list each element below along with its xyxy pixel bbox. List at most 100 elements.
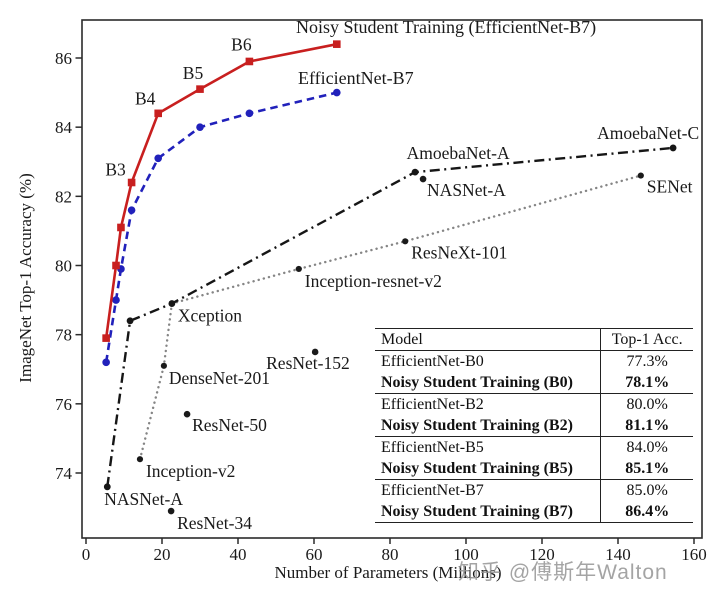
data-point-marker [127, 178, 136, 187]
scatter-point-label: ResNet-50 [192, 415, 267, 435]
data-point-label: AmoebaNet-C [597, 123, 699, 143]
scatter-point-label: NASNet-A [427, 180, 506, 200]
table-header-model: Model [381, 331, 423, 348]
data-point-marker [127, 206, 136, 214]
y-tick-label: 80 [55, 256, 72, 275]
x-tick-label: 0 [82, 545, 91, 564]
data-point-marker [245, 57, 254, 66]
data-point-marker [333, 88, 341, 97]
data-point-marker [102, 358, 110, 367]
data-point-label: B5 [183, 63, 204, 83]
data-point-marker [154, 154, 162, 163]
results-table: Model Top-1 Acc. EfficientNet-B0 77.3% Noi… [375, 328, 693, 523]
y-tick-label: 76 [55, 395, 72, 414]
data-point-label: NASNet-A [104, 489, 183, 509]
x-tick-label: 160 [681, 545, 707, 564]
x-axis-title: Number of Parameters (Millions) [274, 563, 501, 582]
table-header-acc: Top-1 Acc. [600, 328, 693, 351]
table-cell-acc: 77.3% [600, 350, 693, 372]
table-cell-acc: 85.1% [600, 458, 693, 480]
data-point-label: AmoebaNet-A [407, 143, 510, 163]
x-tick-label: 120 [529, 545, 555, 564]
series-line-dashed [104, 91, 338, 363]
data-point-marker [102, 334, 110, 342]
scatter-point-label: ResNet-152 [266, 353, 350, 373]
data-point-marker [112, 261, 120, 270]
table-cell-model: EfficientNet-B7 [381, 482, 484, 499]
series-line-dotted [138, 174, 642, 461]
y-tick-label: 74 [55, 464, 73, 483]
table-header: Model Top-1 Acc. [375, 328, 693, 351]
data-point-label: B6 [231, 34, 252, 54]
scatter-point [311, 348, 319, 356]
x-tick-label: 40 [230, 545, 247, 564]
table-row: EfficientNet-B5 84.0% [375, 436, 693, 458]
y-tick-label: 82 [55, 187, 72, 206]
top1-accuracy-table: Model Top-1 Acc. EfficientNet-B0 77.3% Noi… [375, 328, 693, 523]
data-point-marker [112, 296, 120, 304]
data-point-label: B4 [135, 88, 156, 108]
data-point-marker [295, 265, 302, 273]
data-point-marker [126, 317, 134, 325]
scatter-point [419, 175, 427, 183]
data-point-marker [154, 109, 162, 118]
data-point-marker [402, 238, 409, 245]
y-tick-label: 86 [55, 49, 72, 68]
data-point-label: B3 [105, 159, 126, 179]
data-point-marker [168, 300, 176, 307]
table-row: Noisy Student Training (B0) 78.1% [375, 372, 693, 394]
table-body: EfficientNet-B0 77.3% Noisy Student Traini… [375, 350, 693, 523]
table-cell-acc: 80.0% [600, 393, 693, 415]
table-cell-acc: 85.0% [600, 479, 693, 501]
series-annotation: Noisy Student Training (EfficientNet-B7) [296, 17, 596, 38]
table-row: EfficientNet-B0 77.3% [375, 350, 693, 372]
table-row: Noisy Student Training (B2) 81.1% [375, 415, 693, 437]
table-row: Noisy Student Training (B5) 85.1% [375, 458, 693, 480]
y-tick-label: 78 [55, 326, 72, 345]
data-point-label: SENet [647, 177, 693, 197]
data-point-marker [160, 362, 167, 369]
table-cell-model: EfficientNet-B5 [381, 439, 484, 456]
table-cell-acc: 78.1% [600, 372, 693, 394]
series-annotation: EfficientNet-B7 [298, 68, 414, 88]
data-point-label: Xception [178, 306, 242, 326]
data-point-marker [117, 223, 125, 232]
table-row: Noisy Student Training (B7) 86.4% [375, 501, 693, 523]
scatter-point [167, 507, 175, 515]
table-cell-acc: 84.0% [600, 436, 693, 458]
table-cell-model: Noisy Student Training (B0) [381, 374, 573, 391]
series-line-solid [104, 42, 338, 339]
data-point-label: ResNeXt-101 [411, 242, 507, 262]
x-tick-label: 140 [605, 545, 631, 564]
table-cell-acc: 86.4% [600, 501, 693, 523]
y-axis-title: ImageNet Top-1 Accuracy (%) [16, 173, 35, 383]
table-cell-model: EfficientNet-B2 [381, 396, 484, 413]
data-point-label: DenseNet-201 [169, 368, 270, 388]
table-row: EfficientNet-B2 80.0% [375, 393, 693, 415]
data-point-marker [669, 144, 677, 152]
data-point-marker [245, 109, 254, 118]
plot-border [81, 19, 703, 539]
scatter-point-label: ResNet-34 [177, 513, 252, 533]
scatter-point [183, 410, 191, 418]
table-cell-model: Noisy Student Training (B2) [381, 417, 573, 434]
data-point-label: Inception-v2 [146, 461, 235, 481]
table-cell-model: Noisy Student Training (B7) [381, 503, 573, 520]
table-row: EfficientNet-B7 85.0% [375, 479, 693, 501]
data-point-marker [196, 123, 204, 131]
data-point-marker [136, 456, 144, 463]
table-cell-acc: 81.1% [600, 415, 693, 437]
x-tick-label: 60 [306, 545, 323, 564]
data-point-marker [411, 168, 419, 176]
x-tick-label: 100 [453, 545, 479, 564]
x-tick-label: 80 [382, 545, 399, 564]
y-tick-label: 84 [55, 118, 73, 137]
x-tick-label: 20 [154, 545, 171, 564]
data-point-marker [637, 172, 644, 179]
data-point-label: Inception-resnet-v2 [305, 271, 442, 291]
data-point-marker [196, 85, 204, 93]
data-point-marker [333, 40, 341, 48]
data-point-marker [103, 483, 111, 491]
